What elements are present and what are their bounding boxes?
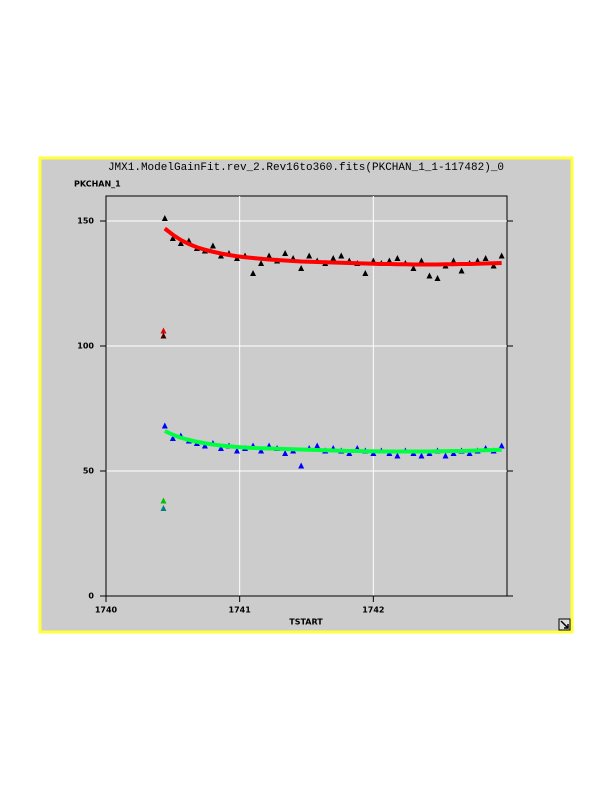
fit-line (163, 429, 502, 454)
data-point (160, 327, 167, 334)
data-point (177, 240, 184, 246)
data-point (217, 445, 224, 451)
resize-arrow[interactable] (560, 620, 569, 629)
data-point (160, 332, 167, 339)
y-tick-label: 50 (83, 467, 95, 476)
data-point (250, 270, 257, 276)
x-axis-label: TSTART (289, 618, 323, 627)
data-point (160, 505, 167, 511)
data-point (233, 447, 240, 454)
data-point (258, 447, 265, 454)
data-point (169, 235, 176, 241)
data-point (450, 257, 457, 264)
y-tick-label: 100 (77, 342, 94, 351)
data-point (338, 252, 345, 259)
data-point (498, 442, 505, 449)
data-point (394, 255, 401, 261)
data-point (169, 435, 176, 441)
plot-window (38, 156, 574, 634)
data-point (160, 497, 167, 504)
data-point (410, 265, 417, 271)
fit-line (163, 226, 502, 267)
data-point (418, 257, 425, 264)
x-tick-label: 1741 (229, 606, 252, 615)
data-point (458, 267, 465, 274)
resize-icon[interactable] (558, 618, 571, 631)
x-tick-label: 1740 (95, 606, 118, 615)
chart-title: JMX1.ModelGainFit.rev_2.Rev16to360.fits(… (108, 162, 504, 174)
data-point (161, 215, 168, 221)
y-axis-label: PKCHAN_1 (74, 180, 121, 189)
data-point (490, 262, 497, 269)
data-point (466, 450, 473, 456)
data-point (258, 260, 265, 266)
data-point (306, 252, 313, 259)
data-point (314, 442, 321, 449)
data-point (298, 265, 305, 271)
data-point (266, 252, 273, 259)
data-point (394, 452, 401, 459)
y-tick-label: 0 (88, 592, 94, 601)
data-point (298, 462, 305, 469)
data-point (418, 452, 425, 459)
data-point (482, 255, 489, 261)
data-point (161, 422, 168, 429)
data-point (442, 452, 449, 459)
data-point (434, 275, 441, 281)
x-tick-label: 1742 (362, 606, 384, 615)
data-point (209, 242, 216, 249)
data-point (362, 270, 369, 276)
y-tick-label: 150 (77, 217, 94, 226)
data-point (498, 252, 505, 259)
data-point (426, 272, 433, 279)
data-point (282, 450, 289, 456)
data-point (330, 255, 337, 261)
data-point (201, 442, 208, 449)
data-point (282, 250, 289, 256)
